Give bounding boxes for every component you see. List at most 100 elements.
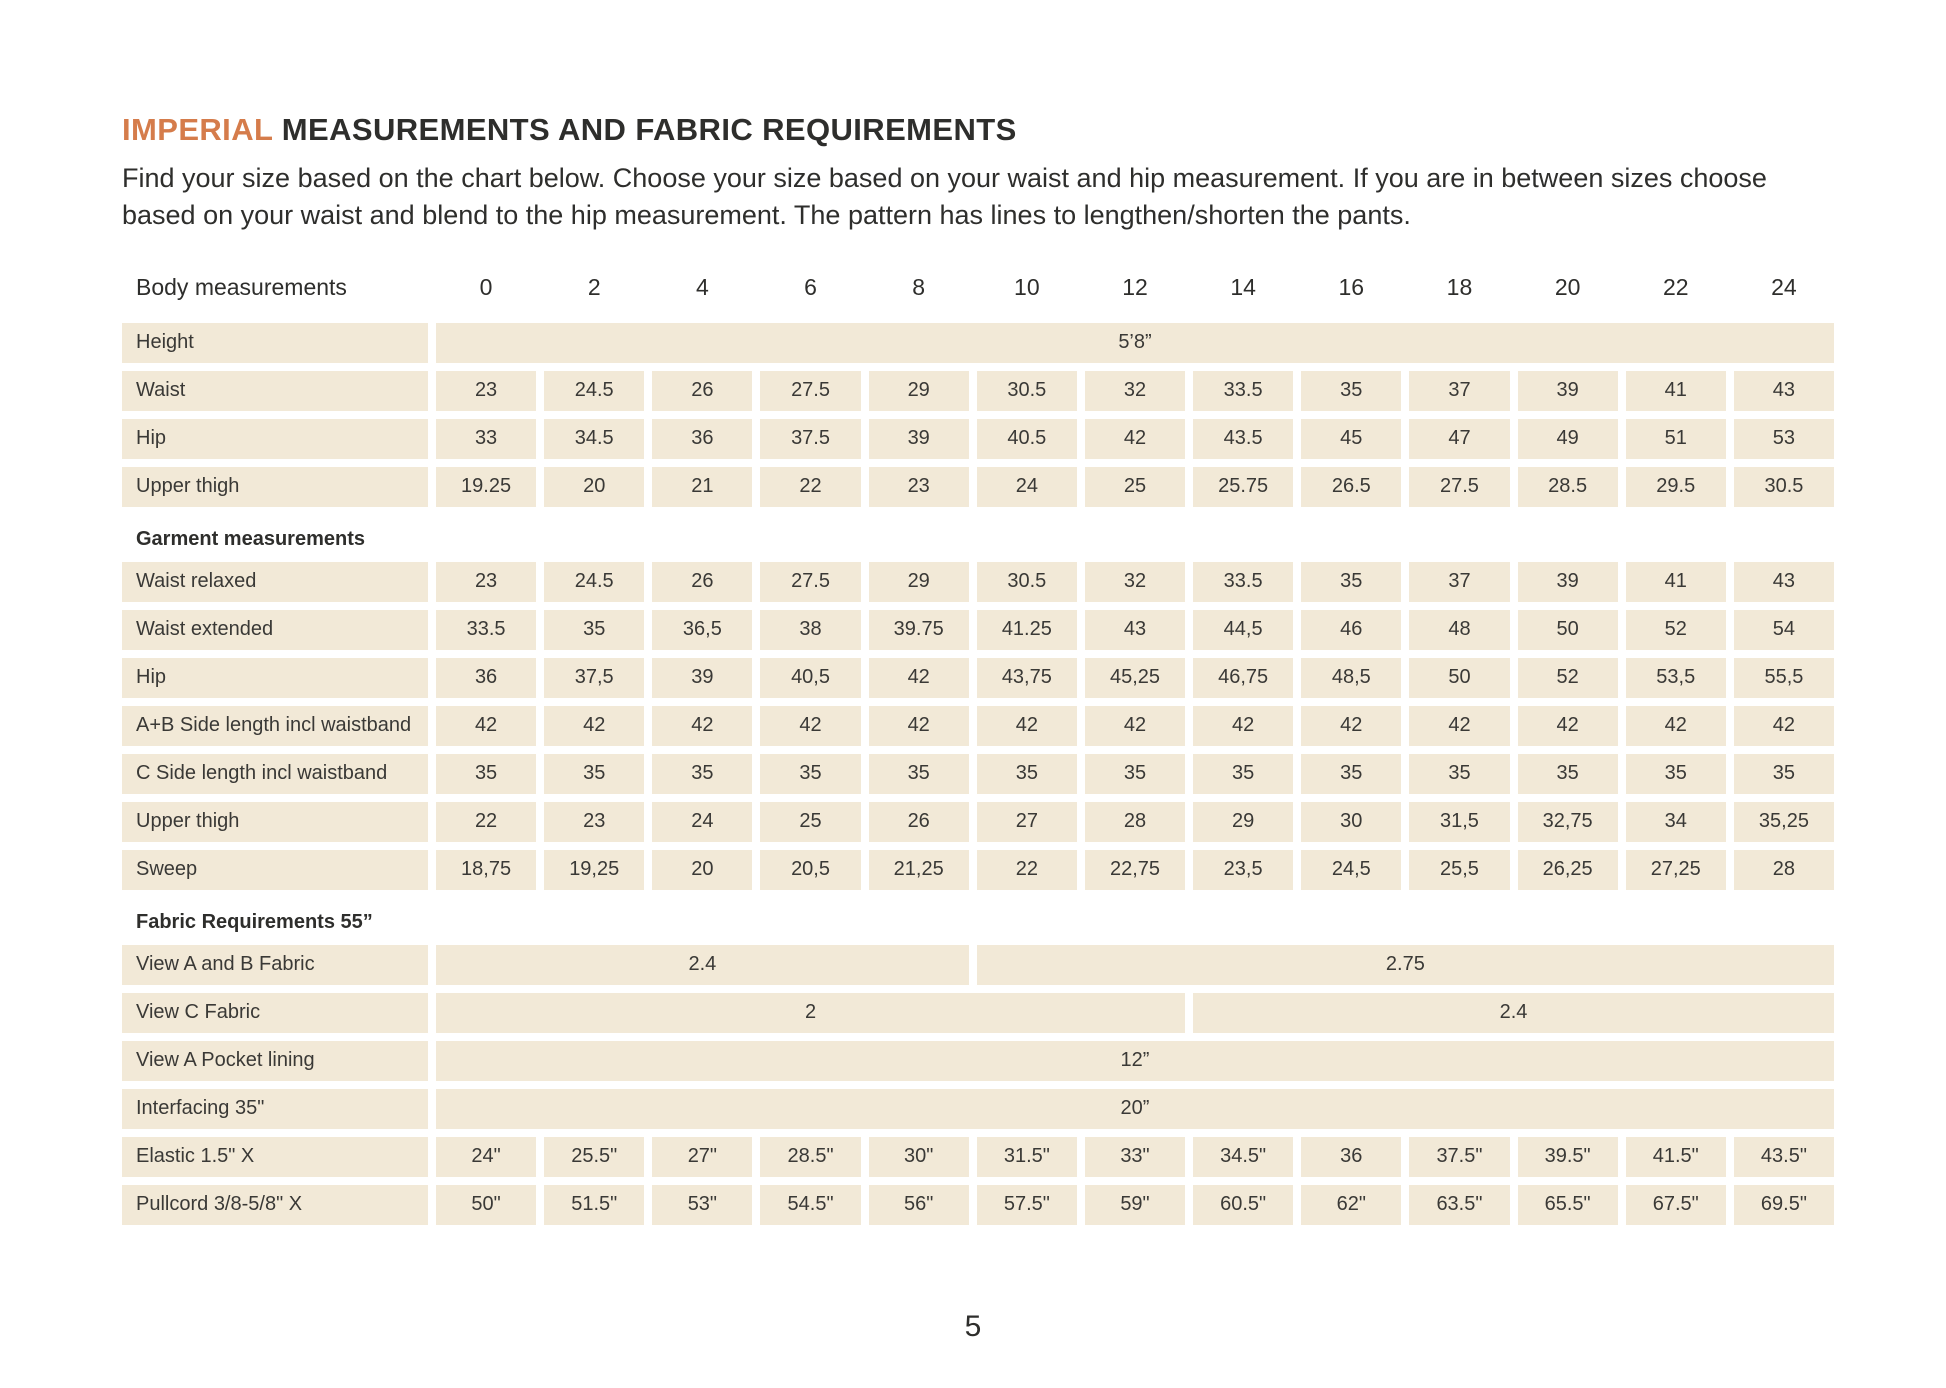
value-cell: 55,5 xyxy=(1733,657,1834,698)
page-title: IMPERIAL MEASUREMENTS AND FABRIC REQUIRE… xyxy=(122,112,1834,148)
value-cell: 20” xyxy=(436,1088,1834,1129)
value-cell: 27" xyxy=(652,1136,753,1177)
value-cell: 43 xyxy=(1084,609,1186,650)
value-cell: 30 xyxy=(1301,801,1402,842)
value-cell: 42 xyxy=(544,705,645,746)
value-cell: 24.5 xyxy=(544,370,645,411)
value-cell: 26 xyxy=(868,801,969,842)
value-cell: 24 xyxy=(976,466,1077,507)
value-cell: 28 xyxy=(1733,849,1834,890)
value-cell: 49 xyxy=(1517,418,1618,459)
value-cell: 35 xyxy=(544,753,645,794)
value-cell: 12” xyxy=(436,1040,1834,1081)
row-label: View A and B Fabric xyxy=(122,944,428,985)
value-cell: 26 xyxy=(652,370,753,411)
value-cell: 24,5 xyxy=(1301,849,1402,890)
value-cell: 60.5" xyxy=(1193,1184,1294,1225)
value-cell: 46,75 xyxy=(1193,657,1294,698)
value-cell: 29 xyxy=(868,561,969,602)
value-cell: 35 xyxy=(1517,753,1618,794)
value-cell: 43 xyxy=(1733,370,1834,411)
value-cell: 20 xyxy=(544,466,645,507)
value-cell: 35 xyxy=(1301,561,1402,602)
size-column-header: 0 xyxy=(479,273,493,300)
size-column-header: 20 xyxy=(1554,273,1581,300)
value-cell: 41 xyxy=(1625,370,1726,411)
value-cell: 27 xyxy=(976,801,1077,842)
value-cell: 23 xyxy=(436,370,537,411)
value-cell: 27.5 xyxy=(760,370,861,411)
value-cell: 35 xyxy=(760,753,861,794)
value-cell: 30.5 xyxy=(976,370,1077,411)
value-cell: 31,5 xyxy=(1409,801,1510,842)
value-cell: 42 xyxy=(868,657,969,698)
table-row: Pullcord 3/8-5/8" X 50" 51.5" 53" 54.5" 56" 57… xyxy=(122,1184,1834,1225)
value-cell: 37 xyxy=(1409,561,1510,602)
value-cell: 42 xyxy=(1733,705,1834,746)
size-column-header: 18 xyxy=(1446,273,1473,300)
value-cell: 42 xyxy=(1301,705,1402,746)
value-cell: 42 xyxy=(1084,705,1186,746)
value-cell: 43.5" xyxy=(1733,1136,1834,1177)
value-cell: 35 xyxy=(652,753,753,794)
value-cell: 2 xyxy=(436,992,1186,1033)
value-cell: 32 xyxy=(1084,370,1186,411)
row-label: Pullcord 3/8-5/8" X xyxy=(122,1184,428,1225)
size-table: Body measurements 0 2 4 6 8 10 12 14 16 18 20 22 24 He… xyxy=(122,274,1834,1225)
size-column-header: 24 xyxy=(1771,273,1797,300)
table-row: Hip 33 34.5 36 37.5 39 40.5 42 43.5 45 47 49 51 53 xyxy=(122,418,1834,459)
row-label: Waist relaxed xyxy=(122,561,428,602)
value-cell: 20,5 xyxy=(760,849,861,890)
value-cell: 35 xyxy=(1301,753,1402,794)
value-cell: 43,75 xyxy=(976,657,1077,698)
value-cell: 24.5 xyxy=(544,561,645,602)
table-row: C Side length incl waistband 35 35 35 35 35 35… xyxy=(122,753,1834,794)
section-label: Garment measurements xyxy=(136,527,365,550)
value-cell: 35,25 xyxy=(1733,801,1834,842)
value-cell: 22 xyxy=(760,466,861,507)
size-column-header: 8 xyxy=(912,273,926,300)
value-cell: 56" xyxy=(868,1184,969,1225)
value-cell: 28.5 xyxy=(1517,466,1618,507)
value-cell: 22 xyxy=(436,801,537,842)
value-cell: 33.5 xyxy=(1193,561,1294,602)
value-cell: 42 xyxy=(1625,705,1726,746)
value-cell: 27.5 xyxy=(1409,466,1510,507)
value-cell: 36 xyxy=(1301,1136,1402,1177)
value-cell: 50 xyxy=(1517,609,1618,650)
value-cell: 46 xyxy=(1301,609,1402,650)
size-column-header: 16 xyxy=(1338,273,1365,300)
value-cell: 32 xyxy=(1084,561,1186,602)
row-label: Hip xyxy=(122,418,428,459)
table-row: View A and B Fabric 2.4 2.75 xyxy=(122,944,1834,985)
value-cell: 62" xyxy=(1301,1184,1402,1225)
table-row: Sweep 18,75 19,25 20 20,5 21,25 22 22,75 23,5 24,… xyxy=(122,849,1834,890)
value-cell: 54.5" xyxy=(760,1184,861,1225)
value-cell: 40.5 xyxy=(976,418,1077,459)
value-cell: 39.75 xyxy=(868,609,969,650)
value-cell: 35 xyxy=(868,753,969,794)
value-cell: 33 xyxy=(436,418,537,459)
value-cell: 37 xyxy=(1409,370,1510,411)
value-cell: 19.25 xyxy=(436,466,537,507)
row-label: Upper thigh xyxy=(122,466,428,507)
value-cell: 54 xyxy=(1733,609,1834,650)
value-cell: 21 xyxy=(652,466,753,507)
value-cell: 42 xyxy=(976,705,1077,746)
value-cell: 34.5" xyxy=(1193,1136,1294,1177)
row-label: Upper thigh xyxy=(122,801,428,842)
value-cell: 26.5 xyxy=(1301,466,1402,507)
value-cell: 28.5" xyxy=(760,1136,861,1177)
value-cell: 23 xyxy=(868,466,969,507)
table-row: Interfacing 35" 20” xyxy=(122,1088,1834,1129)
value-cell: 29 xyxy=(868,370,969,411)
row-label: Hip xyxy=(122,657,428,698)
value-cell: 22,75 xyxy=(1084,849,1186,890)
value-cell: 27.5 xyxy=(760,561,861,602)
value-cell: 30" xyxy=(868,1136,969,1177)
value-cell: 65.5" xyxy=(1517,1184,1618,1225)
row-label: Interfacing 35" xyxy=(122,1088,428,1129)
value-cell: 33" xyxy=(1084,1136,1186,1177)
row-label: A+B Side length incl waistband xyxy=(122,705,428,746)
value-cell: 50 xyxy=(1409,657,1510,698)
